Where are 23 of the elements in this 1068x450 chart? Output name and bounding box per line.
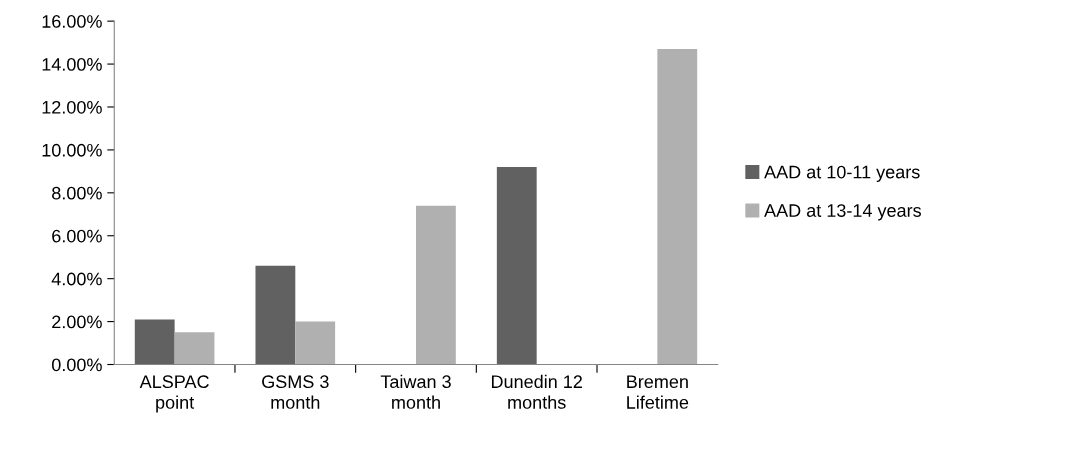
y-tick-label: 6.00% [52, 229, 102, 243]
y-tick-label: 12.00% [42, 100, 102, 114]
y-tick-label: 8.00% [52, 186, 102, 200]
bar [174, 332, 215, 365]
y-tick-label: 2.00% [52, 315, 102, 329]
y-tick-label: 0.00% [51, 358, 102, 372]
legend-label: AAD at 10-11 years [764, 165, 920, 182]
x-tick-label: Taiwan 3 month [380, 374, 451, 409]
bar [134, 319, 175, 365]
bar [255, 265, 296, 365]
x-tick-label: GSMS 3 month [262, 375, 329, 409]
y-tick-label: 14.00% [42, 58, 102, 71]
bar [295, 321, 336, 365]
bar [496, 167, 537, 365]
x-tick-label: Bremen Lifetime [627, 375, 689, 409]
x-tick-label: Dunedin 12 months [491, 374, 582, 409]
bar [415, 205, 456, 365]
legend-label: AAD at 13-14 years [764, 204, 921, 221]
bar [657, 49, 698, 365]
x-tick-label: ALSPAC point [139, 375, 209, 413]
y-tick-label: 10.00% [42, 143, 102, 157]
y-tick-label: 4.00% [51, 272, 102, 286]
y-tick-label: 16.00% [42, 15, 102, 28]
